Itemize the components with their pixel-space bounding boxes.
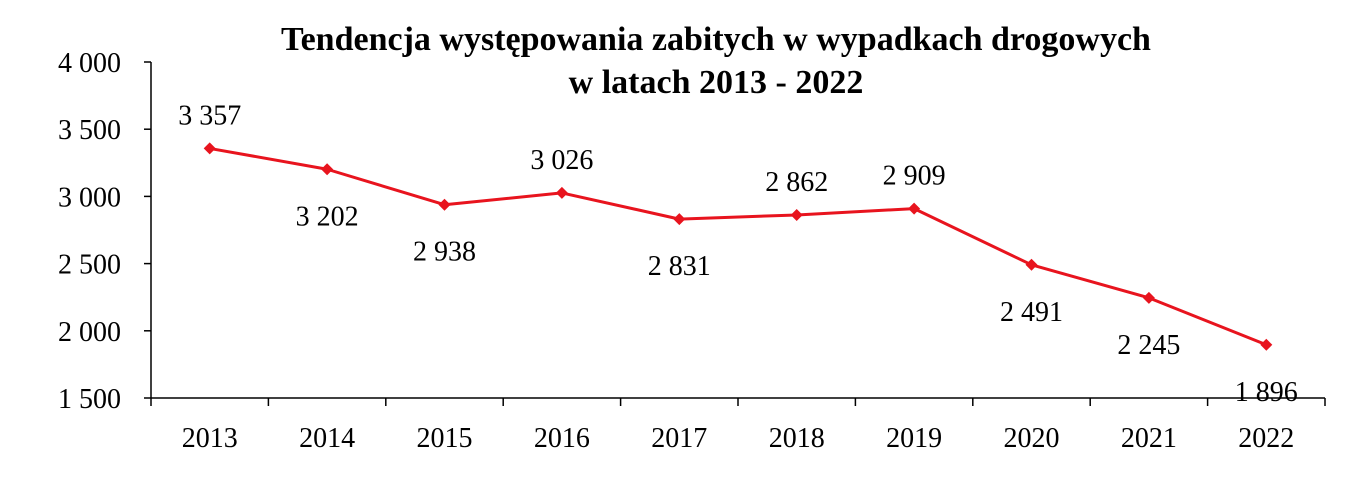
axes [144, 61, 1326, 406]
data-point-marker [908, 202, 921, 215]
x-tick-label: 2020 [1004, 423, 1060, 454]
series-line [209, 146, 1267, 347]
data-label: 3 202 [296, 201, 359, 232]
x-tick-label: 2016 [534, 423, 590, 454]
data-point-marker [1142, 291, 1155, 304]
y-tick-label: 4 000 [58, 48, 121, 79]
data-point-marker [790, 208, 803, 221]
x-tick-label: 2015 [417, 423, 473, 454]
data-label: 1 896 [1235, 377, 1298, 408]
data-label: 2 909 [883, 161, 946, 192]
data-label: 2 491 [1000, 297, 1063, 328]
data-label: 2 938 [413, 237, 476, 268]
series-fatalities [203, 142, 1273, 351]
data-label: 2 245 [1117, 330, 1180, 361]
x-tick-label: 2014 [299, 423, 355, 454]
data-labels: 3 357 3 202 2 938 3 026 2 831 2 862 2 909 2 491… [178, 100, 1298, 407]
data-point-marker [1260, 338, 1273, 351]
x-tick-label: 2021 [1121, 423, 1177, 454]
data-point-marker [438, 198, 451, 211]
chart-title-line-2: w latach 2013 - 2022 [569, 64, 864, 101]
y-axis-tick-labels: 1 500 2 000 2 500 3 000 3 500 4 000 [58, 48, 121, 415]
y-tick-label: 1 500 [58, 384, 121, 415]
x-tick-label: 2017 [651, 423, 707, 454]
y-tick-label: 3 500 [58, 115, 121, 146]
data-point-marker [673, 213, 686, 226]
data-point-marker [1025, 258, 1038, 271]
x-tick-label: 2013 [182, 423, 238, 454]
data-label: 3 026 [530, 145, 593, 176]
y-tick-label: 2 000 [58, 317, 121, 348]
data-label: 2 831 [648, 251, 711, 282]
data-point-marker [321, 163, 334, 176]
x-tick-label: 2019 [886, 423, 942, 454]
x-tick-label: 2022 [1238, 423, 1294, 454]
x-axis-tick-labels: 2013 2014 2015 2016 2017 2018 2019 2020 2021 2022 [182, 423, 1295, 454]
data-label: 3 357 [178, 100, 241, 131]
chart-title: Tendencja występowania zabitych w wypadk… [281, 21, 1151, 101]
data-point-marker [203, 142, 216, 155]
x-tick-label: 2018 [769, 423, 825, 454]
y-tick-label: 3 000 [58, 182, 121, 213]
chart-title-line-1: Tendencja występowania zabitych w wypadk… [281, 21, 1151, 58]
y-tick-label: 2 500 [58, 250, 121, 281]
data-label: 2 862 [765, 167, 828, 198]
data-point-marker [555, 186, 568, 199]
